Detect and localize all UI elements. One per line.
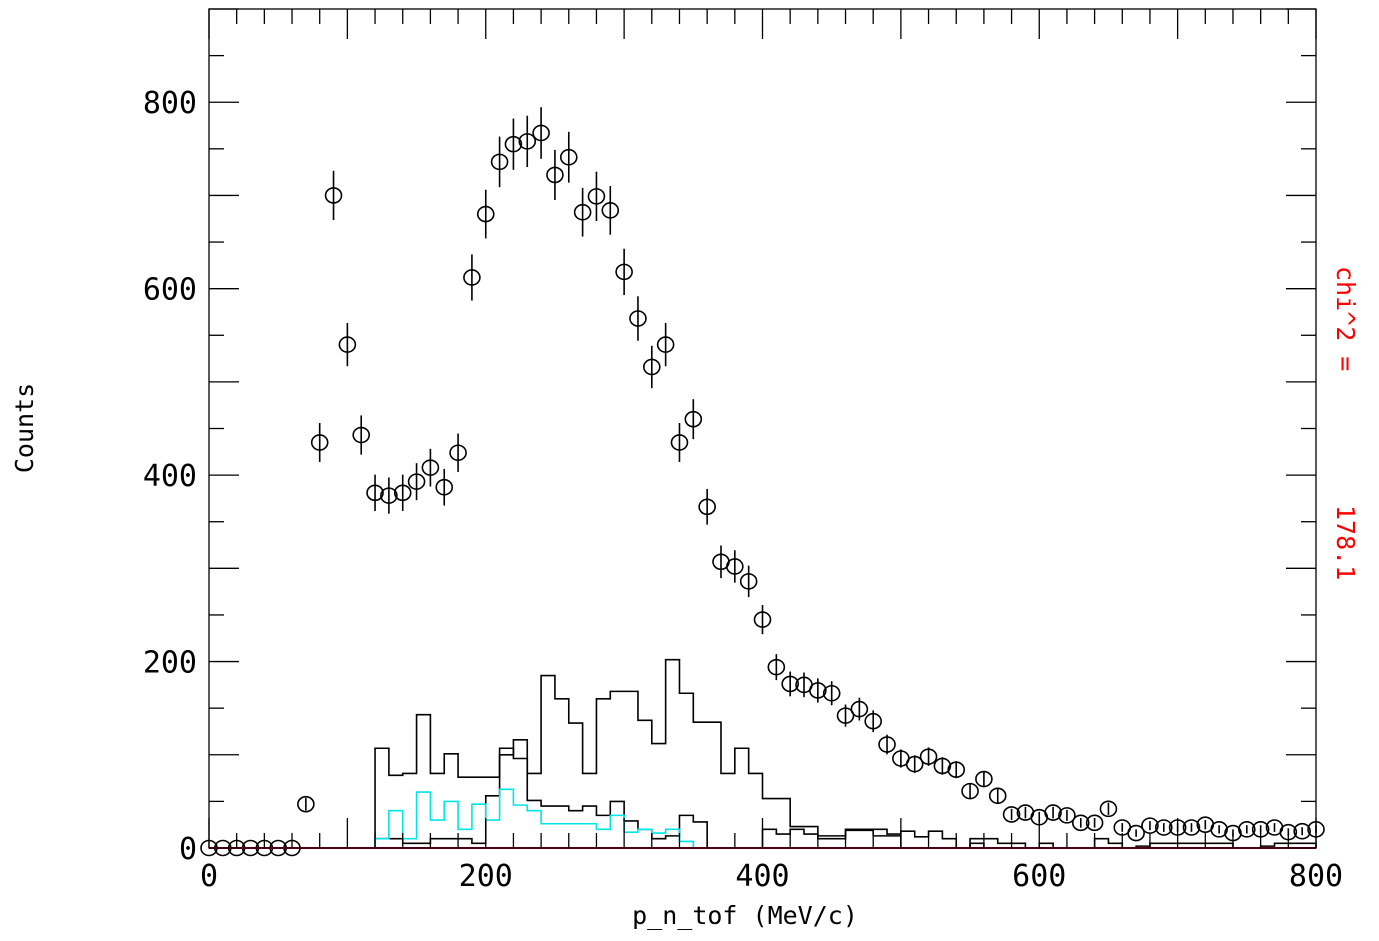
data-point (864, 712, 883, 730)
data-point (1127, 824, 1145, 842)
data-point (463, 269, 481, 286)
data-point (726, 558, 744, 575)
data-point (836, 707, 855, 724)
data-point (338, 336, 357, 353)
y-tick-label: 400 (143, 459, 197, 494)
x-tick-labels: 0 200 400 600 800 (200, 859, 1343, 894)
data-point (532, 124, 550, 142)
data-points-layer (200, 107, 1325, 857)
data-point (988, 787, 1007, 805)
data-point (809, 682, 827, 699)
data-point (933, 757, 952, 775)
data-point (1058, 807, 1076, 824)
data-point (1044, 804, 1062, 821)
data-point (380, 487, 398, 504)
data-point (1182, 819, 1201, 836)
data-point (587, 188, 606, 205)
data-point (905, 755, 924, 773)
y-tick-label: 200 (143, 646, 197, 681)
data-point (753, 611, 772, 628)
data-point (1154, 819, 1173, 836)
data-point (670, 434, 689, 451)
data-point (684, 410, 703, 428)
data-point (504, 135, 523, 153)
data-point (698, 498, 716, 516)
axis-ticks (208, 8, 1317, 849)
data-point (393, 484, 412, 502)
data-point (961, 782, 979, 800)
data-point (739, 573, 758, 590)
data-point (1238, 821, 1256, 838)
x-tick-label: 600 (1012, 859, 1066, 894)
data-point (476, 205, 495, 223)
y-tick-labels: 0 200 400 600 800 (143, 86, 197, 867)
data-point (878, 736, 896, 753)
data-point (518, 133, 537, 150)
data-point (601, 202, 620, 219)
data-point (573, 203, 592, 221)
y-tick-label: 0 (179, 832, 197, 867)
y-tick-label: 600 (143, 273, 197, 308)
data-point (297, 795, 315, 813)
x-tick-label: 400 (735, 859, 789, 894)
data-point (1085, 814, 1104, 832)
x-tick-label: 800 (1289, 859, 1343, 894)
data-point (559, 148, 578, 166)
x-tick-label: 0 (200, 859, 218, 894)
data-point (767, 658, 786, 676)
y-tick-label: 800 (143, 86, 197, 121)
histogram-series-3 (374, 788, 695, 848)
data-point (975, 770, 993, 788)
data-point (629, 310, 647, 327)
data-point (822, 684, 841, 702)
data-point (352, 426, 371, 444)
data-point (642, 358, 661, 376)
x-axis-label: p_n_tof (MeV/c) (632, 901, 858, 930)
data-point (1002, 806, 1021, 823)
data-point (947, 761, 966, 778)
y-axis-label: Counts (10, 383, 39, 473)
chi-square-label: chi^2 = (1331, 266, 1360, 371)
data-point (1071, 814, 1090, 832)
data-point (421, 459, 440, 476)
data-point (1293, 822, 1311, 840)
data-point (490, 153, 509, 171)
data-point (324, 187, 343, 204)
data-point (407, 473, 426, 490)
data-point (850, 700, 869, 718)
data-point (919, 748, 938, 765)
data-point (615, 263, 633, 281)
x-tick-label: 200 (459, 859, 513, 894)
data-point (1099, 800, 1118, 818)
data-point (449, 444, 467, 462)
plot-frame (208, 8, 1317, 849)
data-point (656, 336, 675, 353)
data-point (781, 675, 799, 693)
data-point (546, 166, 564, 184)
data-point (1210, 821, 1228, 838)
chi-square-value: 178.1 (1331, 505, 1360, 580)
data-point (435, 478, 454, 496)
data-point (366, 484, 384, 502)
data-point (310, 434, 329, 451)
